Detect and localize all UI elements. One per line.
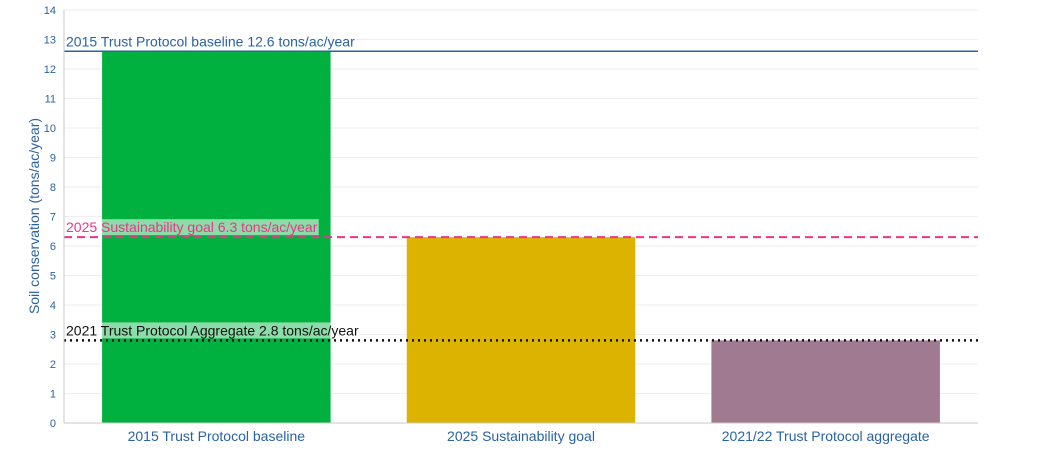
y-tick-label: 2 (50, 359, 56, 371)
reference-line-label: 2025 Sustainability goal 6.3 tons/ac/yea… (66, 219, 318, 235)
y-tick-label: 12 (44, 64, 56, 76)
reference-line-label: 2021 Trust Protocol Aggregate 2.8 tons/a… (66, 322, 359, 338)
y-tick-label: 6 (50, 241, 56, 253)
reference-line-label-group: 2025 Sustainability goal 6.3 tons/ac/yea… (65, 219, 319, 236)
y-tick-label: 1 (50, 389, 56, 401)
reference-label-background (65, 33, 357, 50)
bar (406, 237, 636, 423)
y-tick-label: 4 (50, 300, 56, 312)
y-tick-label: 10 (44, 123, 56, 135)
reference-label-background (65, 219, 319, 236)
y-tick-label: 14 (44, 5, 56, 17)
y-tick-label: 0 (50, 418, 56, 430)
x-tick-label: 2021/22 Trust Protocol aggregate (722, 428, 930, 444)
reference-lines: 2015 Trust Protocol baseline 12.6 tons/a… (64, 33, 978, 342)
reference-line-label-group: 2015 Trust Protocol baseline 12.6 tons/a… (65, 33, 357, 50)
axes (63, 10, 978, 424)
y-tick-label: 7 (50, 212, 56, 224)
y-tick-label: 8 (50, 182, 56, 194)
y-tick-label: 9 (50, 153, 56, 165)
bar (711, 340, 940, 423)
y-tick-label: 11 (45, 94, 56, 106)
x-tick-label: 2025 Sustainability goal (447, 428, 595, 444)
y-tick-label: 13 (44, 35, 56, 47)
x-tick-label: 2015 Trust Protocol baseline (128, 428, 306, 444)
reference-line-label: 2015 Trust Protocol baseline 12.6 tons/a… (66, 33, 355, 49)
reference-label-background (65, 322, 360, 339)
y-axis-label: Soil conservation (tons/ac/year) (26, 118, 42, 314)
y-tick-label: 3 (50, 330, 56, 342)
y-tick-label: 5 (50, 271, 56, 283)
x-tick-labels: 2015 Trust Protocol baseline 2025 Sustain… (128, 428, 930, 444)
reference-line-label-group: 2021 Trust Protocol Aggregate 2.8 tons/a… (65, 322, 360, 339)
